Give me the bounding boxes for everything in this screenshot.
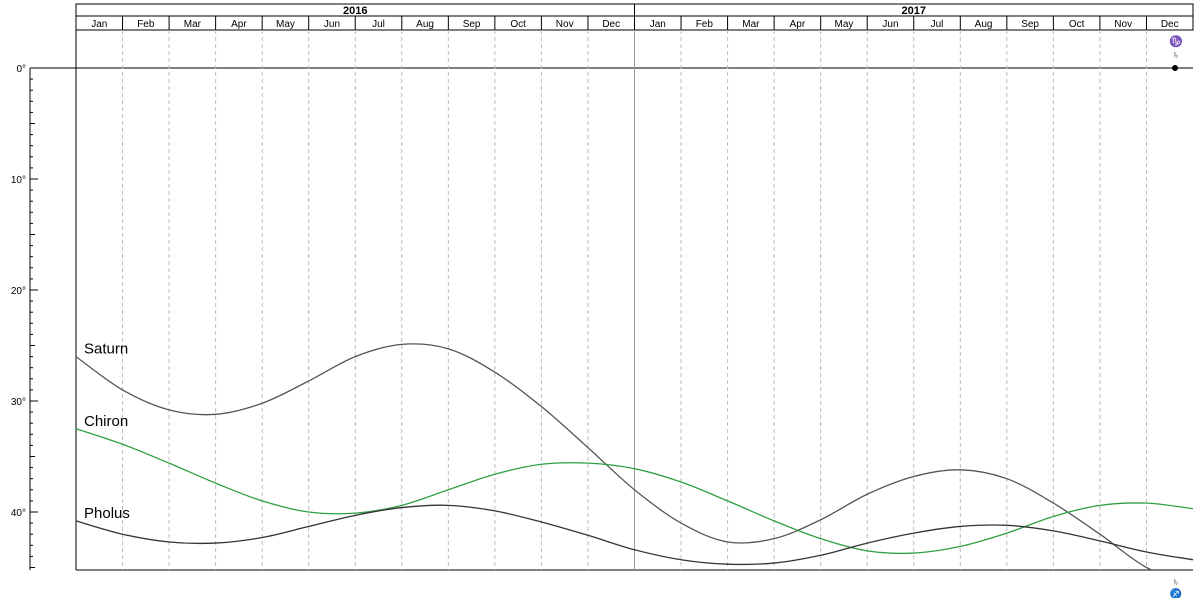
month-label: Jun [324, 19, 340, 30]
month-label: Jan [91, 19, 107, 30]
saturn-ingress-marker [1172, 65, 1178, 71]
series-label-saturn: Saturn [84, 341, 128, 358]
month-label: Mar [184, 19, 202, 30]
month-label: Apr [231, 19, 247, 30]
month-label: May [834, 19, 853, 30]
month-label: Feb [137, 19, 155, 30]
series-line-pholus [76, 504, 1193, 566]
grid-layer [122, 30, 1147, 570]
month-label: Dec [1161, 19, 1179, 30]
month-label: Jul [931, 19, 944, 30]
series-labels: Saturn Chiron Pholus [84, 341, 130, 522]
month-header: Jan Feb Mar Apr May Jun Jul Aug Sep Oct Nov Dec Jan F… [75, 4, 1179, 30]
saturn-glyph-top: ♄ [1172, 50, 1180, 61]
series-label-pholus: Pholus [84, 505, 130, 522]
top-right-glyphs: ♑ ♄ [1169, 35, 1183, 71]
month-label: Jun [882, 19, 898, 30]
month-label: Feb [696, 19, 714, 30]
month-label: Aug [416, 19, 434, 30]
y-tick-label: 30° [11, 397, 26, 408]
series-line-chiron [76, 428, 1193, 555]
y-tick-label: 0° [16, 64, 26, 75]
series-layer [76, 343, 1193, 570]
series-line-saturn [76, 343, 1154, 570]
month-label: Oct [1069, 19, 1085, 30]
saturn-glyph-bottom: ♄ [1172, 577, 1180, 588]
month-label: Oct [510, 19, 526, 30]
month-label: Jul [372, 19, 385, 30]
year-label: 2016 [343, 5, 367, 17]
y-tick-label: 20° [11, 286, 26, 297]
month-label: Sep [1021, 19, 1039, 30]
series-label-chiron: Chiron [84, 413, 128, 430]
capricorn-glyph: ♑ [1169, 35, 1183, 48]
y-tick-label: 40° [11, 508, 26, 519]
month-label: Apr [790, 19, 806, 30]
bottom-right-glyphs: ♄ ♐ [1170, 577, 1182, 600]
month-label: Mar [742, 19, 760, 30]
month-label: Nov [1114, 19, 1132, 30]
y-tick-label: 10° [11, 175, 26, 186]
month-label: Jan [650, 19, 666, 30]
month-label: Dec [602, 19, 620, 30]
y-axis: 0° 10° 20° 30° 40° [11, 64, 38, 570]
month-label: Aug [975, 19, 993, 30]
month-label: Nov [556, 19, 574, 30]
sagittarius-glyph: ♐ [1170, 587, 1182, 598]
year-label: 2017 [902, 5, 926, 17]
month-label: Sep [463, 19, 481, 30]
month-label: May [276, 19, 295, 30]
